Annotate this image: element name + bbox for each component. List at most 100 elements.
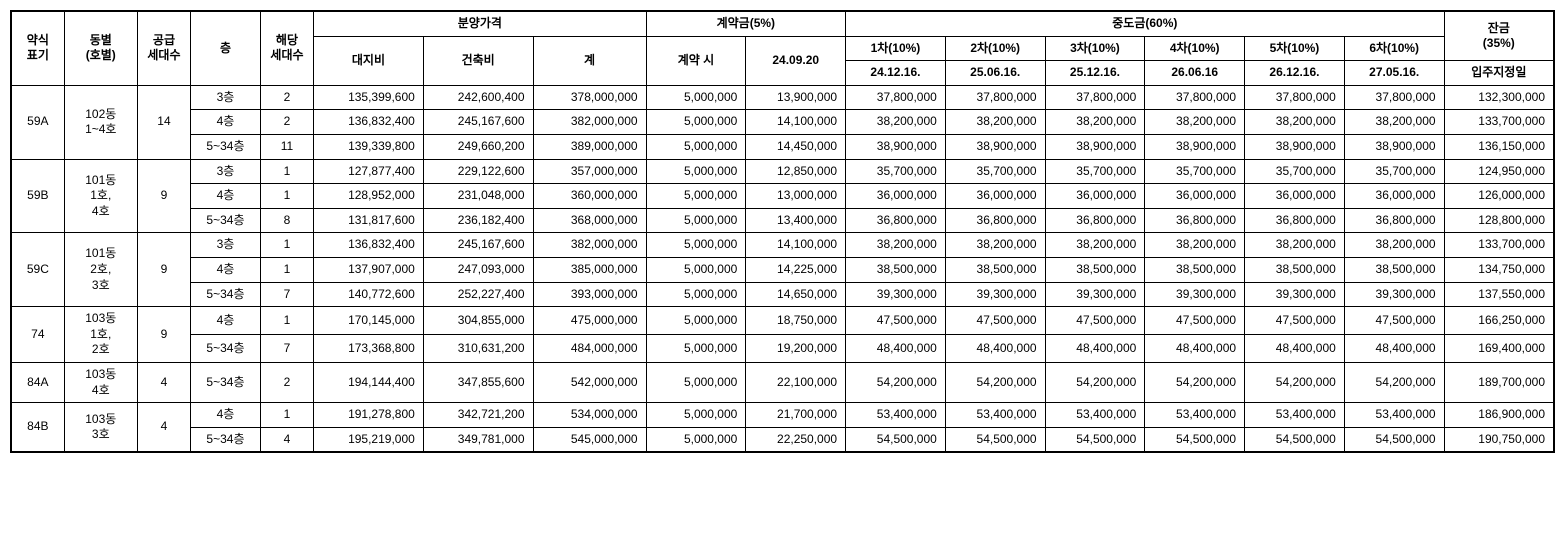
cell: 191,278,800 [314, 403, 424, 428]
cell: 134,750,000 [1444, 257, 1554, 282]
table-row: 5~34층11139,339,800249,660,200389,000,000… [11, 134, 1554, 159]
cell: 136,832,400 [314, 233, 424, 258]
cell: 127,877,400 [314, 159, 424, 184]
cell: 37,800,000 [846, 85, 946, 110]
cell: 39,300,000 [1344, 282, 1444, 307]
cell: 37,800,000 [945, 85, 1045, 110]
cell: 128,800,000 [1444, 208, 1554, 233]
cell: 35,700,000 [1045, 159, 1145, 184]
cell: 53,400,000 [1245, 403, 1345, 428]
col-header: 동별(호별) [64, 11, 137, 85]
cell: 132,300,000 [1444, 85, 1554, 110]
cell: 190,750,000 [1444, 427, 1554, 452]
col-header: 5차(10%) [1245, 36, 1345, 61]
cell: 5,000,000 [646, 307, 746, 335]
cell: 534,000,000 [533, 403, 646, 428]
cell: 135,399,600 [314, 85, 424, 110]
cell: 36,000,000 [945, 184, 1045, 209]
cell: 54,200,000 [945, 362, 1045, 402]
cell: 382,000,000 [533, 233, 646, 258]
cell: 37,800,000 [1145, 85, 1245, 110]
col-header: 잔금(35%) [1444, 11, 1554, 61]
cell: 229,122,600 [423, 159, 533, 184]
cell: 5,000,000 [646, 159, 746, 184]
cell: 35,700,000 [1145, 159, 1245, 184]
cell: 48,400,000 [1245, 335, 1345, 363]
cell: 4 [260, 427, 313, 452]
cell: 4층 [191, 257, 261, 282]
cell: 304,855,000 [423, 307, 533, 335]
cell: 103동3호 [64, 403, 137, 453]
cell: 54,500,000 [945, 427, 1045, 452]
cell: 38,200,000 [1245, 110, 1345, 135]
cell: 19,200,000 [746, 335, 846, 363]
cell: 54,500,000 [1245, 427, 1345, 452]
table-row: 84A103동4호45~34층2194,144,400347,855,60054… [11, 362, 1554, 402]
cell: 173,368,800 [314, 335, 424, 363]
cell: 38,500,000 [1045, 257, 1145, 282]
cell: 542,000,000 [533, 362, 646, 402]
table-row: 59C101동2호,3호93층1136,832,400245,167,60038… [11, 233, 1554, 258]
cell: 133,700,000 [1444, 110, 1554, 135]
table-row: 4층1137,907,000247,093,000385,000,0005,00… [11, 257, 1554, 282]
cell: 38,200,000 [1045, 110, 1145, 135]
cell: 38,200,000 [1145, 110, 1245, 135]
cell: 169,400,000 [1444, 335, 1554, 363]
cell: 38,900,000 [1145, 134, 1245, 159]
cell: 47,500,000 [945, 307, 1045, 335]
cell: 140,772,600 [314, 282, 424, 307]
cell: 13,000,000 [746, 184, 846, 209]
cell: 39,300,000 [1245, 282, 1345, 307]
cell: 9 [137, 233, 190, 307]
cell: 54,200,000 [1245, 362, 1345, 402]
col-header: 해당세대수 [260, 11, 313, 85]
cell: 36,800,000 [945, 208, 1045, 233]
cell: 35,700,000 [1344, 159, 1444, 184]
cell: 48,400,000 [1344, 335, 1444, 363]
cell: 38,500,000 [945, 257, 1045, 282]
col-header: 계 [533, 36, 646, 85]
cell: 21,700,000 [746, 403, 846, 428]
cell: 103동1호,2호 [64, 307, 137, 363]
cell: 252,227,400 [423, 282, 533, 307]
cell: 14,100,000 [746, 233, 846, 258]
cell: 347,855,600 [423, 362, 533, 402]
cell: 14,225,000 [746, 257, 846, 282]
pricing-table: 약식표기동별(호별)공급세대수층해당세대수분양가격계약금(5%)중도금(60%)… [10, 10, 1555, 453]
cell: 13,400,000 [746, 208, 846, 233]
cell: 245,167,600 [423, 110, 533, 135]
cell: 101동2호,3호 [64, 233, 137, 307]
cell: 36,000,000 [1045, 184, 1145, 209]
cell: 37,800,000 [1245, 85, 1345, 110]
cell: 53,400,000 [1145, 403, 1245, 428]
cell: 36,000,000 [1245, 184, 1345, 209]
col-header: 중도금(60%) [846, 11, 1445, 36]
cell: 3층 [191, 159, 261, 184]
cell: 7 [260, 335, 313, 363]
cell: 47,500,000 [1145, 307, 1245, 335]
cell: 4층 [191, 307, 261, 335]
cell: 249,660,200 [423, 134, 533, 159]
cell: 14,650,000 [746, 282, 846, 307]
cell: 124,950,000 [1444, 159, 1554, 184]
cell: 5~34층 [191, 335, 261, 363]
col-header: 대지비 [314, 36, 424, 85]
cell: 2 [260, 85, 313, 110]
cell: 5~34층 [191, 208, 261, 233]
cell: 84B [11, 403, 64, 453]
cell: 4 [137, 362, 190, 402]
cell: 59C [11, 233, 64, 307]
cell: 47,500,000 [1045, 307, 1145, 335]
col-header: 공급세대수 [137, 11, 190, 85]
cell: 38,900,000 [1045, 134, 1145, 159]
cell: 3층 [191, 85, 261, 110]
cell: 5,000,000 [646, 110, 746, 135]
cell: 11 [260, 134, 313, 159]
cell: 139,339,800 [314, 134, 424, 159]
table-row: 84B103동3호44층1191,278,800342,721,200534,0… [11, 403, 1554, 428]
cell: 48,400,000 [846, 335, 946, 363]
col-header: 24.12.16. [846, 61, 946, 86]
cell: 38,200,000 [945, 233, 1045, 258]
col-header: 6차(10%) [1344, 36, 1444, 61]
table-row: 5~34층7140,772,600252,227,400393,000,0005… [11, 282, 1554, 307]
